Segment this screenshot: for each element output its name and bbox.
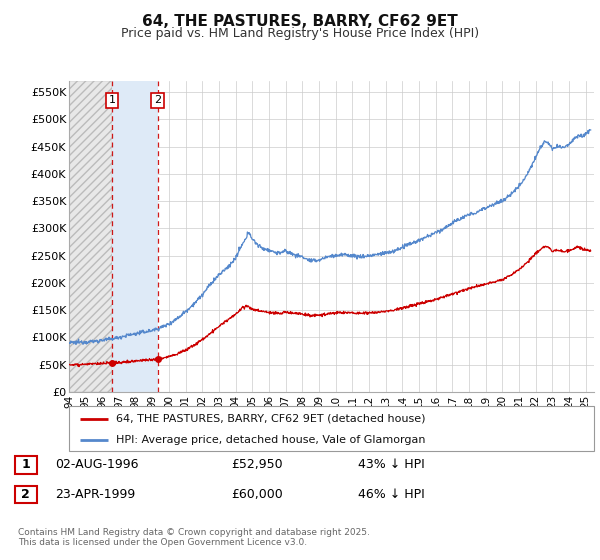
Text: Contains HM Land Registry data © Crown copyright and database right 2025.
This d: Contains HM Land Registry data © Crown c… bbox=[18, 528, 370, 547]
Text: 2: 2 bbox=[154, 95, 161, 105]
FancyBboxPatch shape bbox=[69, 406, 594, 451]
Text: 1: 1 bbox=[22, 458, 30, 472]
Text: 64, THE PASTURES, BARRY, CF62 9ET (detached house): 64, THE PASTURES, BARRY, CF62 9ET (detac… bbox=[116, 413, 426, 423]
Text: 46% ↓ HPI: 46% ↓ HPI bbox=[358, 488, 424, 501]
Text: 1: 1 bbox=[109, 95, 115, 105]
Text: 64, THE PASTURES, BARRY, CF62 9ET: 64, THE PASTURES, BARRY, CF62 9ET bbox=[142, 14, 458, 29]
Text: Price paid vs. HM Land Registry's House Price Index (HPI): Price paid vs. HM Land Registry's House … bbox=[121, 27, 479, 40]
Text: 2: 2 bbox=[22, 488, 30, 501]
Text: 02-AUG-1996: 02-AUG-1996 bbox=[55, 458, 139, 472]
FancyBboxPatch shape bbox=[15, 456, 37, 474]
Text: £52,950: £52,950 bbox=[231, 458, 283, 472]
Text: £60,000: £60,000 bbox=[231, 488, 283, 501]
Text: 43% ↓ HPI: 43% ↓ HPI bbox=[358, 458, 424, 472]
Text: 23-APR-1999: 23-APR-1999 bbox=[55, 488, 136, 501]
Text: HPI: Average price, detached house, Vale of Glamorgan: HPI: Average price, detached house, Vale… bbox=[116, 435, 426, 445]
FancyBboxPatch shape bbox=[15, 486, 37, 503]
